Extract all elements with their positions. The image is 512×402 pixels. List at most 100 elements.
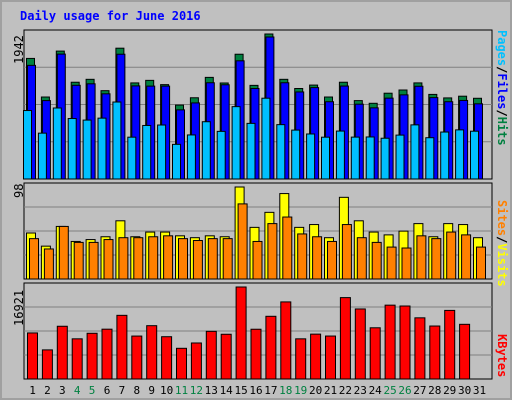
kbytes-bar-8	[131, 335, 143, 380]
kbytes-bar-6	[101, 328, 113, 380]
kbytes-bar-21	[325, 335, 336, 380]
sites-bar-22	[341, 224, 352, 280]
sites-bar-4	[73, 241, 84, 280]
x-tick-label-25: 25	[383, 384, 396, 397]
kbytes-bar-7	[116, 314, 128, 380]
sites-bar-1	[29, 238, 39, 280]
kbytes-bar-29	[444, 309, 456, 380]
mid-legend: Sites/Visits	[495, 200, 509, 287]
sites-bar-14	[222, 238, 233, 280]
kbytes-bar-3	[56, 325, 68, 380]
pages-bar-11	[172, 143, 181, 180]
kbytes-bar-11	[176, 347, 187, 380]
kbytes-bar-23	[354, 308, 366, 380]
kbytes-bar-5	[86, 332, 98, 380]
mid-panel-ymax: 98	[12, 183, 26, 198]
pages-bar-23	[350, 136, 360, 180]
pages-bar-15	[231, 106, 241, 180]
pages-bar-25	[380, 137, 390, 180]
x-tick-label-23: 23	[354, 384, 367, 397]
kbytes-bar-28	[429, 325, 441, 380]
pages-bar-16	[246, 122, 256, 180]
pages-bar-3	[52, 107, 62, 180]
kbytes-bar-18	[280, 301, 292, 380]
x-tick-label-6: 6	[104, 384, 111, 397]
legend-pages: Pages	[495, 30, 509, 67]
x-tick-label-18: 18	[279, 384, 292, 397]
sites-bar-13	[207, 238, 218, 280]
pages-bar-27	[410, 124, 420, 180]
bottom-panel-ymax: 16921	[12, 289, 26, 326]
pages-bar-9	[142, 124, 152, 180]
sites-bar-7	[118, 237, 129, 280]
sites-bar-27	[416, 235, 427, 280]
sites-bar-8	[133, 237, 144, 280]
pages-bar-13	[201, 121, 211, 180]
x-tick-label-19: 19	[294, 384, 307, 397]
sites-bar-12	[192, 240, 203, 280]
pages-bar-8	[127, 136, 137, 180]
pages-bar-2	[37, 132, 47, 180]
pages-bar-31	[470, 130, 479, 180]
sites-bar-17	[267, 223, 278, 280]
sites-bar-31	[476, 246, 486, 280]
pages-bar-21	[321, 136, 330, 180]
kbytes-bar-2	[41, 349, 53, 380]
legend-sep-2: /	[495, 109, 509, 117]
legend-sites: Sites	[495, 200, 509, 237]
x-tick-label-17: 17	[264, 384, 277, 397]
x-tick-label-12: 12	[190, 384, 203, 397]
sites-bar-9	[148, 236, 159, 280]
kbytes-bar-30	[459, 323, 471, 380]
kbytes-bar-13	[205, 330, 217, 380]
x-tick-label-8: 8	[133, 384, 140, 397]
bottom-legend: KBytes	[495, 334, 509, 377]
pages-bar-6	[97, 117, 107, 180]
sites-bar-10	[163, 235, 174, 280]
sites-bar-29	[446, 231, 457, 280]
x-tick-label-9: 9	[148, 384, 155, 397]
pages-bar-26	[395, 134, 405, 180]
sites-bar-20	[312, 236, 323, 280]
x-tick-label-27: 27	[413, 384, 426, 397]
kbytes-bar-9	[146, 325, 158, 380]
pages-bar-19	[291, 129, 301, 180]
kbytes-bar-22	[339, 297, 351, 380]
x-tick-label-30: 30	[458, 384, 471, 397]
x-tick-label-11: 11	[175, 384, 188, 397]
sites-bar-19	[297, 233, 308, 280]
legend-hits: Hits	[495, 116, 509, 146]
legend-visits: Visits	[495, 243, 509, 287]
kbytes-bar-12	[190, 342, 202, 380]
x-tick-label-29: 29	[443, 384, 456, 397]
pages-bar-30	[455, 129, 465, 180]
kbytes-bar-4	[71, 338, 83, 380]
x-tick-label-21: 21	[324, 384, 337, 397]
pages-bar-20	[306, 133, 316, 180]
sites-bar-30	[461, 234, 472, 280]
x-tick-label-3: 3	[59, 384, 66, 397]
x-tick-label-22: 22	[339, 384, 352, 397]
pages-bar-28	[425, 137, 435, 180]
x-tick-label-14: 14	[220, 384, 234, 397]
kbytes-bar-10	[161, 336, 173, 380]
kbytes-bar-20	[310, 333, 322, 380]
x-tick-label-26: 26	[398, 384, 411, 397]
pages-bar-1	[23, 110, 32, 180]
pages-bar-29	[440, 131, 450, 180]
top-panel-ymax: 1942	[12, 35, 26, 64]
sites-bar-16	[252, 240, 263, 280]
x-tick-label-20: 20	[309, 384, 322, 397]
sites-bar-21	[327, 240, 337, 280]
sites-bar-6	[103, 239, 114, 280]
kbytes-bar-27	[414, 317, 426, 380]
pages-bar-22	[335, 130, 345, 180]
pages-bar-7	[112, 101, 122, 180]
x-tick-label-2: 2	[44, 384, 51, 397]
sites-bar-15	[237, 203, 248, 280]
pages-bar-18	[276, 124, 286, 180]
x-tick-label-1: 1	[29, 384, 36, 397]
legend-files: Files	[495, 73, 509, 110]
